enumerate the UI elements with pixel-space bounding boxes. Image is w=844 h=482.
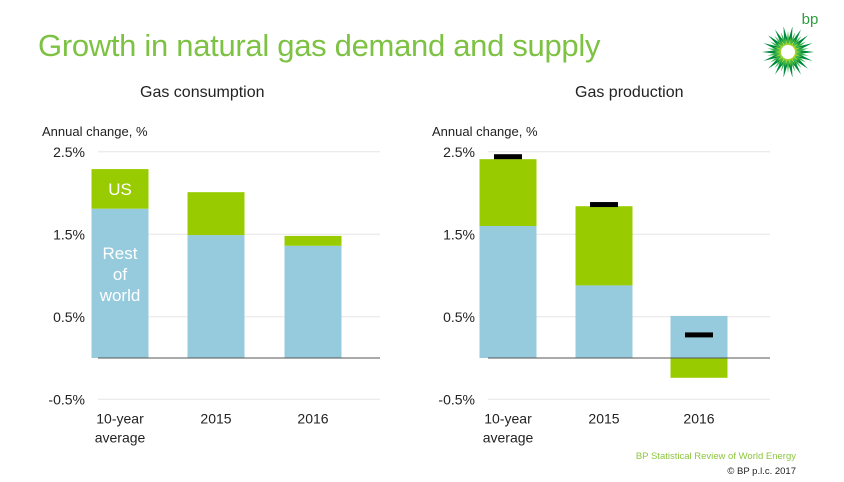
series-label-rest-of-world: of	[113, 265, 127, 284]
bar-rest-of-world	[575, 285, 633, 358]
consumption-chart: Annual change, % 2.5% 1.5% 0.5% -0.5% 10-year…	[42, 124, 380, 445]
bar-rest-of-world	[91, 208, 149, 358]
series-label-us: US	[108, 180, 132, 199]
x-tick-label: 2015	[588, 410, 619, 426]
y-axis-label: Annual change, %	[42, 124, 148, 139]
bar-rest-of-world	[284, 245, 342, 358]
y-axis-label: Annual change, %	[432, 124, 538, 139]
bar-us	[284, 235, 342, 246]
bar-us	[479, 159, 537, 226]
total-marker	[494, 154, 522, 160]
total-marker	[590, 202, 618, 208]
series-label-rest-of-world: world	[99, 286, 141, 305]
production-chart: Annual change, % 2.5% 1.5% 0.5% -0.5% 10-year…	[432, 124, 770, 445]
production-chart-title: Gas production	[575, 84, 684, 101]
y-tick-label: 2.5%	[53, 144, 85, 160]
bp-logo-text: bp	[802, 11, 819, 28]
series-label-rest-of-world: Rest	[103, 244, 138, 263]
x-tick-label: 2016	[683, 410, 714, 426]
x-tick-label: 2015	[200, 410, 231, 426]
x-tick-label: 10-year	[96, 410, 144, 426]
consumption-chart-title: Gas consumption	[140, 84, 265, 101]
copyright-note: © BP p.l.c. 2017	[727, 466, 796, 477]
y-tick-label: 0.5%	[443, 309, 475, 325]
x-tick-label: average	[95, 429, 146, 445]
bar-us	[187, 192, 245, 236]
bar-us	[575, 206, 633, 286]
y-tick-label: 1.5%	[53, 226, 85, 242]
bp-helios-icon: bp	[762, 11, 819, 78]
bar-rest-of-world	[187, 235, 245, 358]
y-tick-label: 0.5%	[53, 309, 85, 325]
bar-us	[91, 169, 149, 209]
y-tick-label: -0.5%	[48, 391, 85, 407]
page-title: Growth in natural gas demand and supply	[38, 28, 601, 63]
source-note: BP Statistical Review of World Energy	[635, 451, 796, 462]
x-tick-label: 2016	[297, 410, 328, 426]
x-tick-label: average	[483, 429, 534, 445]
y-tick-label: -0.5%	[438, 391, 475, 407]
bar-rest-of-world	[479, 226, 537, 358]
y-tick-label: 2.5%	[443, 144, 475, 160]
y-tick-label: 1.5%	[443, 226, 475, 242]
helios-center	[781, 45, 795, 59]
bar-us	[670, 358, 728, 378]
x-tick-label: 10-year	[484, 410, 532, 426]
total-marker	[685, 332, 713, 338]
